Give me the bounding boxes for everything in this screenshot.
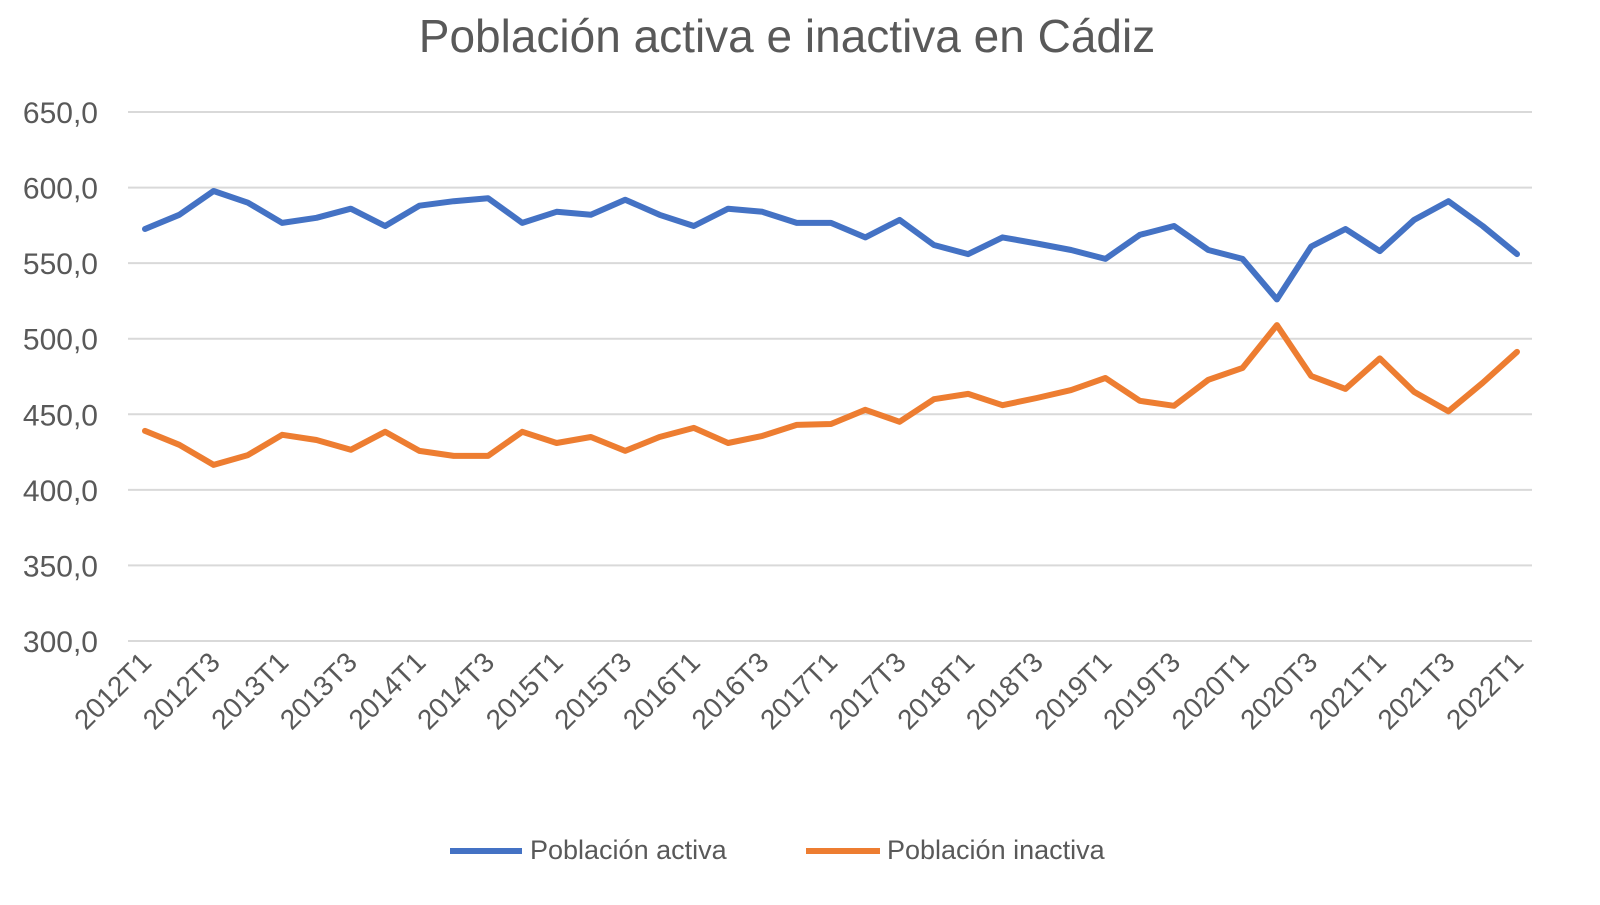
x-tick-label: 2016T1 — [617, 646, 706, 735]
x-tick-label: 2020T1 — [1166, 646, 1255, 735]
x-tick-label: 2016T3 — [686, 646, 775, 735]
x-tick-label: 2019T1 — [1029, 646, 1118, 735]
legend: Población activa Población inactiva — [450, 835, 1106, 865]
y-tick-label: 550,0 — [23, 248, 98, 281]
legend-label-activa: Población activa — [530, 835, 728, 865]
y-tick-label: 450,0 — [23, 399, 98, 432]
x-tick-label: 2017T3 — [823, 646, 912, 735]
x-tick-label: 2021T3 — [1372, 646, 1461, 735]
y-tick-label: 400,0 — [23, 475, 98, 508]
x-tick-label: 2012T3 — [137, 646, 226, 735]
y-tick-label: 500,0 — [23, 324, 98, 357]
x-tick-label: 2021T1 — [1303, 646, 1392, 735]
x-tick-label: 2022T1 — [1440, 646, 1529, 735]
x-tick-label: 2018T1 — [891, 646, 980, 735]
x-tick-label: 2018T3 — [960, 646, 1049, 735]
x-tick-label: 2013T3 — [274, 646, 363, 735]
x-tick-label: 2015T1 — [480, 646, 569, 735]
x-tick-label: 2014T1 — [343, 646, 432, 735]
x-tick-label: 2013T1 — [205, 646, 294, 735]
x-tick-label: 2020T3 — [1234, 646, 1323, 735]
x-tick-label: 2015T3 — [548, 646, 637, 735]
x-tick-label: 2012T1 — [68, 646, 157, 735]
y-tick-label: 650,0 — [23, 97, 98, 130]
y-tick-label: 350,0 — [23, 550, 98, 583]
x-tick-label: 2017T1 — [754, 646, 843, 735]
x-tick-label: 2014T3 — [411, 646, 500, 735]
x-tick-label: 2019T3 — [1097, 646, 1186, 735]
series-line-activa — [145, 191, 1517, 299]
series-line-inactiva — [145, 325, 1517, 465]
chart-title: Población activa e inactiva en Cádiz — [419, 10, 1155, 62]
legend-label-inactiva: Población inactiva — [887, 835, 1106, 865]
y-tick-label: 300,0 — [23, 626, 98, 659]
y-tick-label: 600,0 — [23, 173, 98, 206]
